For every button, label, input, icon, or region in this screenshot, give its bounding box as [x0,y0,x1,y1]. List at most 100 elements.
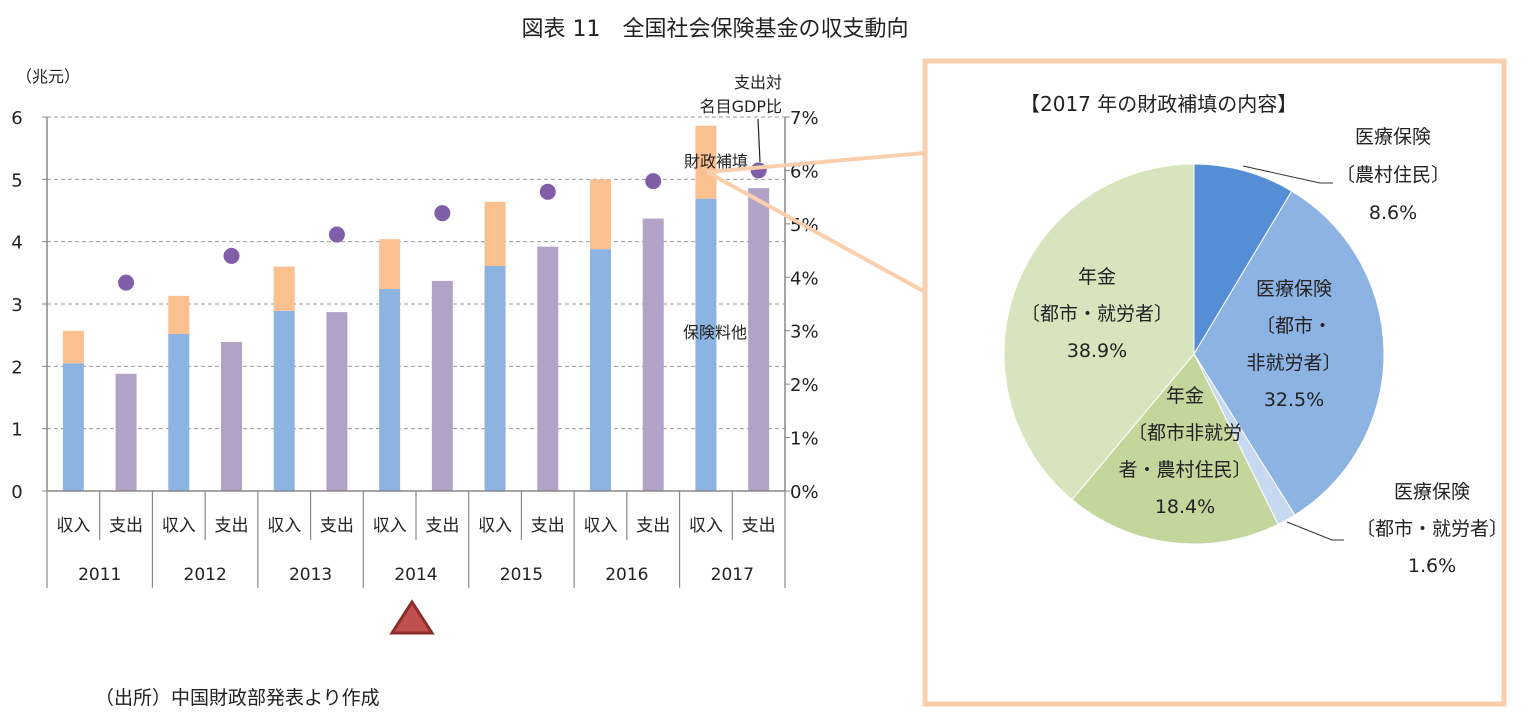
bar-premium-2011 [62,363,84,491]
red-triangle-icon [389,599,435,635]
category-label-expenditure: 支出 [742,516,776,536]
dot-gdp-ratio-2015 [539,183,556,200]
bar-expenditure-2011 [115,373,137,491]
left-axis-tick-label: 2 [11,357,22,378]
callout-connector [706,151,926,294]
dot-gdp-ratio-2016 [645,173,662,190]
figure-title: 図表 11 全国社会保険基金の収支動向 [522,17,909,42]
left-axis-unit: （兆元） [16,67,80,86]
pie-value-0: 8.6% [1369,202,1417,224]
pie-label-4: 年金 [1078,266,1116,288]
left-axis-tick-label: 5 [11,170,22,191]
pie-label-3: 〔都市非就労 [1128,422,1242,444]
pie-slice-4 [1003,163,1195,501]
bar-premium-2017 [695,198,717,491]
bar-expenditure-2015 [537,246,559,491]
left-axis-tick-label: 0 [11,482,22,503]
dot-gdp-ratio-2014 [434,205,451,222]
dot-gdp-ratio-2011 [118,274,135,291]
bar-premium-2014 [379,289,401,491]
category-label-income: 収入 [267,516,301,536]
bar-subsidy-2015 [484,201,506,266]
year-label: 2012 [184,565,227,585]
pie-leader-line-0 [1242,165,1333,184]
series-label-premium: 保険料他 [683,323,747,342]
right-axis-tick-label: 7% [790,108,819,129]
pie-chart: 【2017 年の財政補填の内容】 医療保険〔農村住民〕8.6%医療保険〔都市・非… [1003,92,1508,577]
pie-callout-box [922,58,1507,707]
pie-leader-line-2 [1286,521,1344,541]
year-label: 2015 [500,565,543,585]
year-label: 2017 [711,565,754,585]
year-label: 2011 [78,565,121,585]
bar-subsidy-2011 [62,330,84,364]
bar-expenditure-2012 [221,342,242,491]
pie-label-0: 医療保険 [1355,126,1431,148]
right-axis-label-line2: 名目GDP比 [700,97,782,116]
category-label-income: 収入 [373,516,407,536]
category-label-expenditure: 支出 [215,516,249,536]
bar-expenditure-2014 [431,280,453,491]
series-label-subsidy: 財政補填 [684,152,748,171]
bar-expenditure-2017 [748,188,770,491]
right-axis-tick-label: 6% [790,161,819,182]
grid [47,116,785,430]
pie-value-3: 18.4% [1155,496,1215,518]
bars [62,125,770,491]
pie-slice-3 [1071,353,1279,545]
category-label-expenditure: 支出 [109,516,143,536]
bar-chart: （兆元） 01234560%1%2%3%4%5%6%7%収入支出2011収入支出… [11,67,819,635]
pie-value-4: 38.9% [1067,340,1127,362]
category-label-income: 収入 [584,516,618,536]
pie-slice-0 [1193,163,1293,356]
pie-label-2: 〔都市・就労者〕 [1356,518,1508,540]
bar-expenditure-2013 [326,312,348,491]
bar-subsidy-2012 [168,295,190,334]
dot-gdp-ratio-2012 [223,247,240,264]
category-label-expenditure: 支出 [320,516,354,536]
left-axis-tick-label: 6 [11,108,22,129]
pie-label-1: 〔都市・ [1256,315,1332,337]
pie-label-2: 医療保険 [1394,481,1470,503]
bar-premium-2013 [273,310,295,491]
dot-gdp-ratio-2017 [750,162,767,179]
right-axis-tick-label: 3% [790,322,819,343]
year-label: 2013 [289,565,332,585]
year-label: 2016 [605,565,648,585]
left-axis-tick-label: 3 [11,295,22,316]
pie-slice-1 [1193,190,1385,516]
left-axis-tick-label: 4 [11,233,22,254]
right-axis-tick-label: 1% [790,429,819,450]
right-axis-label-line1: 支出対 [734,73,782,92]
ratio-leader-line [757,118,761,163]
category-label-income: 収入 [478,516,512,536]
right-axis-tick-label: 0% [790,482,819,503]
right-axis-tick-label: 2% [790,375,819,396]
right-axis-tick-label: 4% [790,268,819,289]
category-label-expenditure: 支出 [531,516,565,536]
pie-label-1: 非就労者〕 [1246,352,1341,374]
pie-label-0: 〔農村住民〕 [1336,164,1450,186]
bar-premium-2016 [590,249,611,491]
pie-label-1: 医療保険 [1256,278,1332,300]
dot-gdp-ratio-2013 [328,226,345,243]
bar-subsidy-2017 [695,125,717,199]
category-label-expenditure: 支出 [425,516,459,536]
pie-value-2: 1.6% [1408,555,1456,577]
pie-label-3: 者・農村住民〕 [1118,459,1251,481]
left-axis-tick-label: 1 [11,420,22,441]
bar-subsidy-2016 [590,179,611,250]
pie-value-1: 32.5% [1264,389,1324,411]
category-label-expenditure: 支出 [636,516,670,536]
pie-title: 【2017 年の財政補填の内容】 [1020,92,1297,116]
pie-label-4: 〔都市・就労者〕 [1021,303,1173,325]
bar-subsidy-2013 [273,266,295,311]
axes: 01234560%1%2%3%4%5%6%7%収入支出2011収入支出2012収… [11,108,819,588]
category-label-income: 収入 [689,516,723,536]
category-label-income: 収入 [162,516,196,536]
year-label: 2014 [394,565,437,585]
category-label-income: 収入 [56,516,90,536]
source-note: （出所）中国財政部発表より作成 [95,687,380,709]
bar-expenditure-2016 [642,218,664,491]
